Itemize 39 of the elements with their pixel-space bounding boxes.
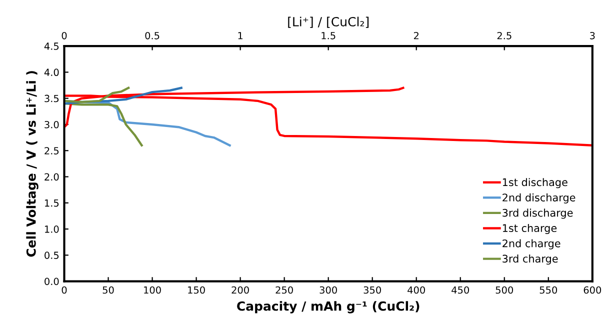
y-tick-label: 0.5 xyxy=(44,252,59,259)
y-tick-label: 4.0 xyxy=(44,68,59,76)
x2-tick-label: 1.5 xyxy=(322,32,336,40)
x2-tick-label: 0.5 xyxy=(145,32,160,40)
legend-label: 3rd charge xyxy=(502,254,558,265)
x2-tick-label: 2 xyxy=(414,32,418,40)
legend-label: 3rd discharge xyxy=(502,208,573,219)
x-tick-label: 300 xyxy=(320,286,337,294)
x-tick-label: 400 xyxy=(408,286,425,294)
y-tick-label: 1.5 xyxy=(45,199,59,207)
x-tick-label: 50 xyxy=(102,286,114,294)
x-tick-label: 0 xyxy=(62,286,67,294)
x2-tick-label: 1 xyxy=(238,32,243,40)
x-axis-title: Capacity / mAh g⁻¹ (CuCl₂) xyxy=(237,301,420,314)
legend-label: 1st dischage xyxy=(502,178,568,188)
y-tick-label: 1.0 xyxy=(45,226,59,233)
x-tick-label: 550 xyxy=(540,286,558,294)
y-tick-label: 3.5 xyxy=(44,94,59,102)
x2-tick-label: 0 xyxy=(62,32,67,40)
y-axis-title: Cell Voltage / V ( vs Li⁺/Li ) xyxy=(26,71,38,257)
legend-label: 1st charge xyxy=(502,224,557,234)
y-tick-label: 0.0 xyxy=(44,278,59,286)
x-tick-label: 350 xyxy=(364,286,381,294)
x-tick-label: 500 xyxy=(496,286,514,294)
x2-axis-title: [Li⁺] / [CuCl₂] xyxy=(288,16,369,28)
y-tick-label: 2.5 xyxy=(44,147,59,154)
x-tick-label: 600 xyxy=(584,286,602,294)
y-tick-label: 2.0 xyxy=(44,173,59,181)
x-tick-label: 200 xyxy=(232,286,249,294)
x2-tick-label: 2.5 xyxy=(497,32,512,40)
y-tick-label: 3.0 xyxy=(44,120,59,128)
legend-label: 2nd charge xyxy=(502,239,560,250)
legend-label: 2nd discharge xyxy=(502,193,576,204)
x-tick-label: 450 xyxy=(452,286,470,294)
x-tick-label: 250 xyxy=(276,286,293,294)
x2-tick-label: 3 xyxy=(590,32,595,40)
y-tick-label: 4.5 xyxy=(44,42,59,50)
x-tick-label: 100 xyxy=(144,286,161,294)
x-tick-label: 150 xyxy=(188,286,205,294)
